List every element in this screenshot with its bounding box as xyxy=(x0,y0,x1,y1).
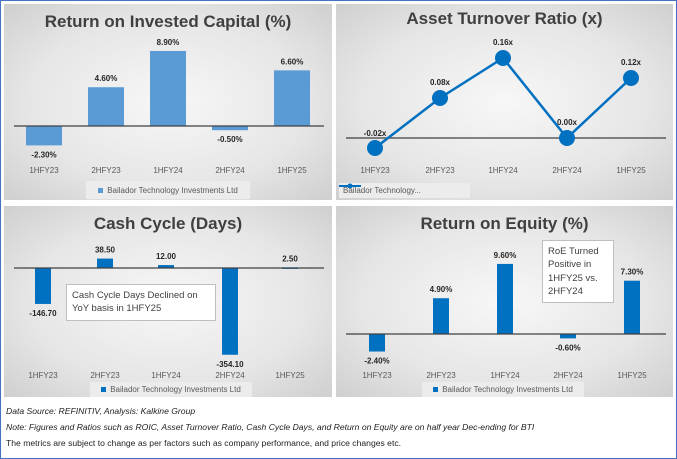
bar-2hfy24 xyxy=(222,268,238,355)
legend-swatch xyxy=(433,387,439,392)
chart-legend: Bailador Technology... xyxy=(339,183,470,198)
data-label: -0.50% xyxy=(217,135,242,144)
category-label: 1HFY23 xyxy=(28,371,58,380)
asset-turnover-plot: -0.02x 0.08x 0.16x 0.00x 0.12x 1HFY23 2HFY23 1H… xyxy=(346,38,666,175)
legend-swatch xyxy=(101,387,107,392)
disclaimer: The metrics are subject to change as per… xyxy=(6,438,402,448)
bar-2hfy23 xyxy=(88,87,124,126)
bar-1hfy23 xyxy=(35,268,51,304)
chart-title: Cash Cycle (Days) xyxy=(93,214,243,233)
series-line xyxy=(374,56,632,149)
data-label: 0.08x xyxy=(430,78,451,87)
bar-1hfy25 xyxy=(274,70,310,126)
category-label: 1HFY23 xyxy=(29,166,59,175)
bar-1hfy24 xyxy=(158,265,174,268)
annotation-box: RoE Turned Positive in 1HFY25 vs. 2HFY24 xyxy=(542,240,614,304)
data-point-2hfy23 xyxy=(432,90,448,106)
roe-plot: -2.40% 4.90% 9.60% -0.60% 7.30% 1HFY23 2HFY23 1… xyxy=(346,251,666,380)
data-label: 12.00 xyxy=(156,252,177,261)
category-label: 2HFY24 xyxy=(553,371,583,380)
data-source: Data Source: REFINITIV, Analysis: Kalkin… xyxy=(6,406,196,416)
bar-2hfy24 xyxy=(212,126,248,131)
category-label: 1HFY25 xyxy=(277,166,307,175)
data-label: 0.12x xyxy=(621,58,642,67)
category-label: 1HFY24 xyxy=(151,371,181,380)
legend-label: Bailador Technology Investments Ltd xyxy=(107,185,238,195)
bar-1hfy24 xyxy=(497,263,513,334)
chart-legend: Bailador Technology Investments Ltd xyxy=(90,382,252,397)
footnote: Note: Figures and Ratios such as ROIC, A… xyxy=(6,422,535,432)
bar-1hfy23 xyxy=(26,126,62,146)
legend-swatch xyxy=(98,187,104,193)
data-label: 6.60% xyxy=(281,57,304,66)
chart-title: Return on Equity (%) xyxy=(420,214,589,233)
data-point-2hfy24 xyxy=(559,130,575,146)
roic-chart: Return on Invested Capital (%) -2.30% 4.6… xyxy=(4,4,332,200)
legend-line-marker-icon xyxy=(339,183,361,189)
legend-label: Bailador Technology Investments Ltd xyxy=(442,385,573,394)
data-label: 4.90% xyxy=(430,285,453,294)
category-label: 1HFY25 xyxy=(616,166,646,175)
category-label: 1HFY23 xyxy=(362,371,392,380)
data-label: 2.50 xyxy=(282,254,298,263)
data-label: 7.30% xyxy=(621,268,644,277)
category-label: 2HFY24 xyxy=(215,166,245,175)
chart-title: Asset Turnover Ratio (x) xyxy=(406,9,603,28)
data-label: 9.60% xyxy=(494,251,517,260)
chart-legend: Bailador Technology Investments Ltd xyxy=(422,382,584,397)
bar-1hfy25 xyxy=(624,280,640,334)
legend-label: Bailador Technology Investments Ltd xyxy=(110,385,241,394)
data-label: -2.40% xyxy=(364,357,389,366)
roe-chart: Return on Equity (%) -2.40% 4.90% 9.60% -0.… xyxy=(336,206,673,397)
data-label: 0.00x xyxy=(557,118,578,127)
category-label: 1HFY25 xyxy=(275,371,305,380)
category-label: 1HFY24 xyxy=(488,166,518,175)
category-label: 1HFY24 xyxy=(153,166,183,175)
bar-2hfy23 xyxy=(97,258,113,268)
category-label: 2HFY23 xyxy=(91,166,121,175)
chart-legend: Bailador Technology Investments Ltd xyxy=(86,181,250,199)
category-label: 1HFY23 xyxy=(360,166,390,175)
data-label: -0.60% xyxy=(555,343,580,352)
chart-title: Return on Invested Capital (%) xyxy=(44,12,292,31)
cash-cycle-chart: Cash Cycle (Days) -146.70 38.50 12.00 -354.… xyxy=(4,206,332,397)
category-label: 2HFY23 xyxy=(425,166,455,175)
category-label: 2HFY24 xyxy=(552,166,582,175)
data-label: -2.30% xyxy=(31,150,56,159)
data-label: -354.10 xyxy=(216,360,244,369)
bar-1hfy23 xyxy=(369,334,385,352)
data-point-1hfy23 xyxy=(367,140,383,156)
bar-2hfy23 xyxy=(433,298,449,334)
data-label: -0.02x xyxy=(364,129,387,138)
data-label: 0.16x xyxy=(493,38,514,47)
data-label: -146.70 xyxy=(29,309,57,318)
legend-label: Bailador Technology... xyxy=(343,186,421,195)
roic-plot: -2.30% 4.60% 8.90% -0.50% 6.60% 1HFY23 2HFY23 1… xyxy=(14,38,324,175)
bar-1hfy24 xyxy=(150,50,186,126)
data-label: 38.50 xyxy=(95,246,116,255)
bar-2hfy24 xyxy=(560,334,576,339)
category-label: 1HFY24 xyxy=(490,371,520,380)
cash-cycle-plot: -146.70 38.50 12.00 -354.10 2.50 1HFY23 2HFY23… xyxy=(14,246,324,380)
asset-turnover-chart: Asset Turnover Ratio (x) -0.02x 0.08x 0.16… xyxy=(336,4,673,200)
category-label: 2HFY23 xyxy=(426,371,456,380)
category-label: 1HFY25 xyxy=(617,371,647,380)
category-label: 2HFY24 xyxy=(215,371,245,380)
category-label: 2HFY23 xyxy=(90,371,120,380)
footer-notes: Data Source: REFINITIV, Analysis: Kalkin… xyxy=(6,403,534,451)
annotation-box: Cash Cycle Days Declined on YoY basis in… xyxy=(66,284,216,321)
data-label: 4.60% xyxy=(95,74,118,83)
data-point-1hfy25 xyxy=(623,70,639,86)
data-point-1hfy24 xyxy=(495,50,511,66)
data-label: 8.90% xyxy=(157,38,180,47)
